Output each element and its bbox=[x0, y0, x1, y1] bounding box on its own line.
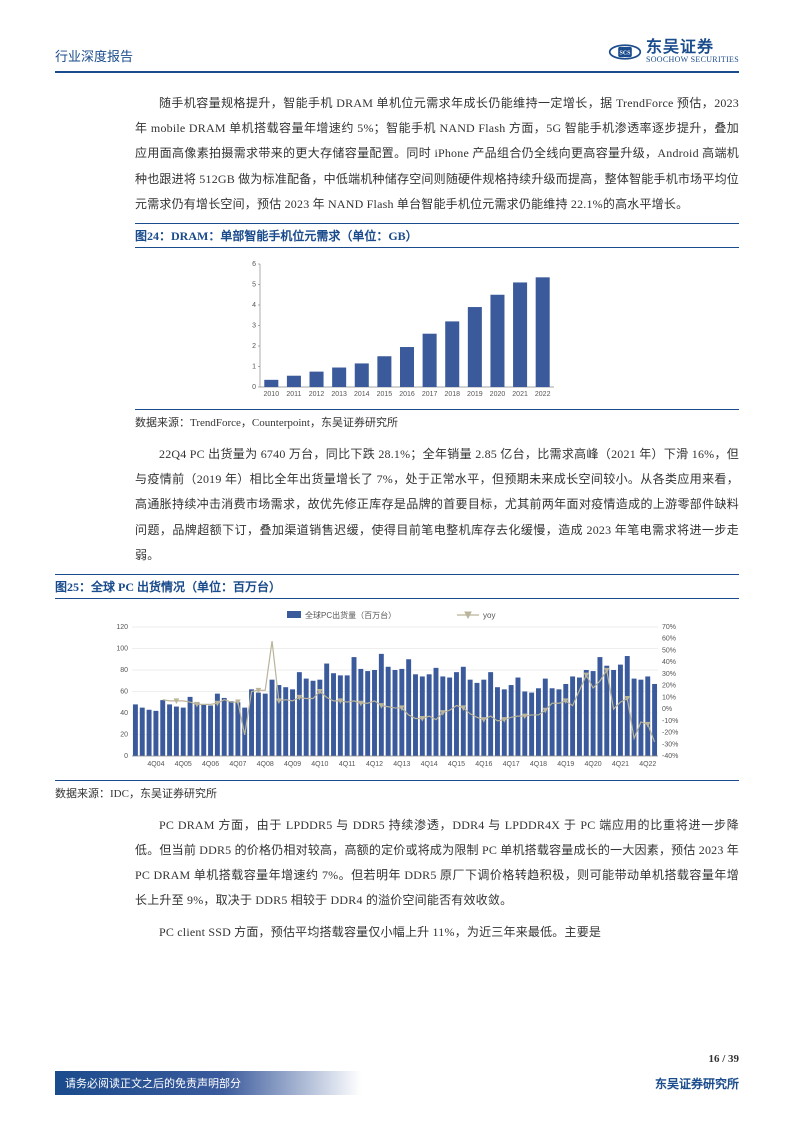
figure-25-source: 数据来源：IDC，东吴证券研究所 bbox=[55, 780, 739, 801]
paragraph-1: 随手机容量规格提升，智能手机 DRAM 单机位元需求年成长仍能维持一定增长，据 … bbox=[135, 91, 739, 217]
svg-text:4Q10: 4Q10 bbox=[311, 761, 328, 768]
svg-text:2011: 2011 bbox=[286, 391, 301, 398]
svg-text:2016: 2016 bbox=[399, 391, 415, 398]
svg-text:-30%: -30% bbox=[662, 741, 678, 748]
svg-text:4Q12: 4Q12 bbox=[366, 761, 383, 768]
figure-24-source: 数据来源：TrendForce，Counterpoint，东吴证券研究所 bbox=[135, 409, 739, 430]
svg-text:4Q05: 4Q05 bbox=[175, 761, 192, 768]
svg-text:60: 60 bbox=[120, 688, 128, 695]
report-type: 行业深度报告 bbox=[55, 40, 133, 65]
svg-text:2019: 2019 bbox=[467, 391, 483, 398]
figure-24: 图24：DRAM：单部智能手机位元需求（单位：GB） 0 1 2 3 4 5 6 2010 20… bbox=[55, 223, 739, 430]
svg-text:4Q20: 4Q20 bbox=[585, 761, 602, 768]
figure-25: 图25：全球 PC 出货情况（单位：百万台） 全球PC出货量（百万台） yoy 0 2… bbox=[55, 574, 739, 801]
svg-text:4Q14: 4Q14 bbox=[421, 761, 438, 768]
svg-text:2017: 2017 bbox=[422, 391, 438, 398]
svg-text:3: 3 bbox=[252, 322, 256, 329]
svg-text:100: 100 bbox=[116, 645, 128, 652]
svg-text:2022: 2022 bbox=[535, 391, 551, 398]
svg-text:70%: 70% bbox=[662, 624, 676, 631]
chart-25-svg: 全球PC出货量（百万台） yoy 0 20 40 60 80 100 120 -40% -30% -2… bbox=[102, 609, 692, 774]
paragraph-2: 22Q4 PC 出货量为 6740 万台，同比下跌 28.1%；全年销量 2.8… bbox=[135, 442, 739, 568]
svg-text:2010: 2010 bbox=[264, 391, 280, 398]
svg-text:4Q09: 4Q09 bbox=[284, 761, 301, 768]
svg-text:4Q18: 4Q18 bbox=[530, 761, 547, 768]
svg-text:60%: 60% bbox=[662, 636, 676, 643]
svg-text:2018: 2018 bbox=[444, 391, 460, 398]
svg-text:1: 1 bbox=[252, 363, 256, 370]
svg-text:40: 40 bbox=[120, 710, 128, 717]
svg-text:6: 6 bbox=[252, 261, 256, 268]
brand-logo: SCS 东吴证券 SOOCHOW SECURITIES bbox=[608, 40, 739, 64]
svg-text:yoy: yoy bbox=[483, 611, 495, 620]
svg-text:4Q17: 4Q17 bbox=[503, 761, 520, 768]
svg-text:2: 2 bbox=[252, 343, 256, 350]
svg-text:0: 0 bbox=[252, 384, 256, 391]
svg-text:4Q16: 4Q16 bbox=[475, 761, 492, 768]
svg-text:2013: 2013 bbox=[331, 391, 347, 398]
svg-text:10%: 10% bbox=[662, 694, 676, 701]
svg-text:-20%: -20% bbox=[662, 729, 678, 736]
svg-text:4Q04: 4Q04 bbox=[147, 761, 164, 768]
svg-text:0%: 0% bbox=[662, 706, 672, 713]
svg-text:20%: 20% bbox=[662, 683, 676, 690]
svg-text:4Q11: 4Q11 bbox=[339, 761, 356, 768]
svg-text:40%: 40% bbox=[662, 659, 676, 666]
svg-text:4Q13: 4Q13 bbox=[393, 761, 410, 768]
svg-text:2012: 2012 bbox=[309, 391, 325, 398]
page-number: 16 / 39 bbox=[55, 1053, 739, 1065]
svg-text:全球PC出货量（百万台）: 全球PC出货量（百万台） bbox=[305, 610, 396, 620]
svg-text:4Q19: 4Q19 bbox=[557, 761, 574, 768]
paragraph-4: PC client SSD 方面，预估平均搭载容量仅小幅上升 11%，为近三年来… bbox=[135, 920, 739, 945]
svg-text:0: 0 bbox=[124, 753, 128, 760]
svg-text:50%: 50% bbox=[662, 647, 676, 654]
svg-text:2021: 2021 bbox=[512, 391, 528, 398]
svg-text:4Q22: 4Q22 bbox=[639, 761, 656, 768]
svg-text:4Q08: 4Q08 bbox=[257, 761, 274, 768]
svg-text:120: 120 bbox=[116, 624, 128, 631]
svg-text:4Q15: 4Q15 bbox=[448, 761, 465, 768]
paragraph-3: PC DRAM 方面，由于 LPDDR5 与 DDR5 持续渗透，DDR4 与 … bbox=[135, 813, 739, 914]
svg-text:30%: 30% bbox=[662, 671, 676, 678]
logo-icon: SCS bbox=[608, 40, 642, 64]
figure-24-title: 图24：DRAM：单部智能手机位元需求（单位：GB） bbox=[135, 223, 739, 248]
svg-text:SCS: SCS bbox=[620, 51, 632, 57]
svg-text:4Q07: 4Q07 bbox=[229, 761, 246, 768]
disclaimer-text: 请务必阅读正文之后的免责声明部分 bbox=[55, 1071, 361, 1095]
chart-24-svg: 0 1 2 3 4 5 6 2010 2011 2012 2013 2014 2015 2016 2017 2… bbox=[232, 258, 562, 403]
figure-25-title: 图25：全球 PC 出货情况（单位：百万台） bbox=[55, 574, 739, 599]
svg-text:2020: 2020 bbox=[490, 391, 506, 398]
logo-cn-text: 东吴证券 bbox=[646, 40, 739, 56]
svg-text:5: 5 bbox=[252, 281, 256, 288]
svg-text:4Q06: 4Q06 bbox=[202, 761, 219, 768]
research-institute: 东吴证券研究所 bbox=[655, 1075, 739, 1092]
svg-text:2015: 2015 bbox=[377, 391, 393, 398]
svg-text:4Q21: 4Q21 bbox=[612, 761, 629, 768]
svg-text:-40%: -40% bbox=[662, 753, 678, 760]
page-footer: 16 / 39 请务必阅读正文之后的免责声明部分 东吴证券研究所 bbox=[0, 1053, 794, 1095]
svg-text:-10%: -10% bbox=[662, 718, 678, 725]
svg-text:20: 20 bbox=[120, 731, 128, 738]
logo-en-text: SOOCHOW SECURITIES bbox=[646, 56, 739, 64]
svg-text:2014: 2014 bbox=[354, 391, 370, 398]
svg-text:4: 4 bbox=[252, 302, 256, 309]
svg-text:80: 80 bbox=[120, 667, 128, 674]
page-header: 行业深度报告 SCS 东吴证券 SOOCHOW SECURITIES bbox=[55, 40, 739, 73]
